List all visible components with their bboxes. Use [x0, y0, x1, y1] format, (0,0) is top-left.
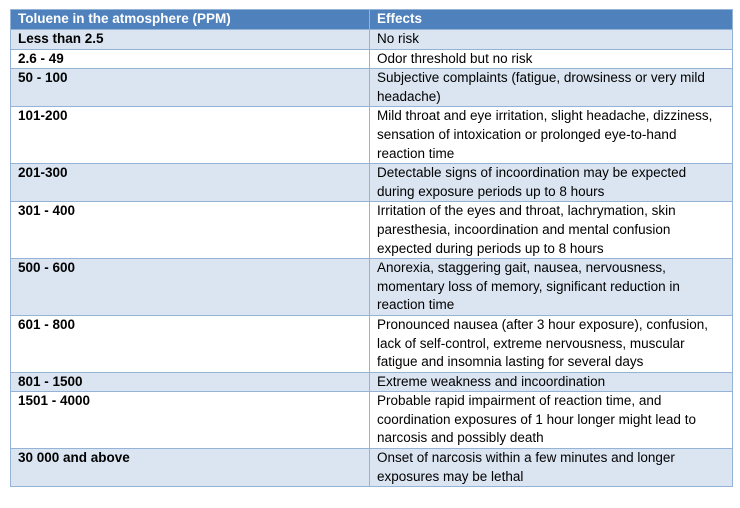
ppm-cell: Less than 2.5 — [10, 29, 370, 50]
effect-cell: Subjective complaints (fatigue, drowsine… — [369, 68, 733, 108]
toluene-effects-table: Toluene in the atmosphere (PPM) Effects … — [10, 9, 733, 488]
ppm-cell: 50 - 100 — [10, 68, 370, 108]
table-row: 301 - 400 Irritation of the eyes and thr… — [10, 201, 733, 260]
effect-cell: Mild throat and eye irritation, slight h… — [369, 106, 733, 165]
table-row: 30 000 and above Onset of narcosis withi… — [10, 448, 733, 488]
effect-cell: Extreme weakness and incoordination — [369, 371, 733, 393]
table-row: 2.6 - 49 Odor threshold but no risk — [10, 48, 733, 70]
effect-cell: Onset of narcosis within a few minutes a… — [369, 448, 733, 488]
effect-cell: Anorexia, staggering gait, nausea, nervo… — [369, 258, 733, 316]
effect-cell: Irritation of the eyes and throat, lachr… — [369, 201, 733, 260]
header-effects: Effects — [369, 9, 733, 30]
effect-cell: Odor threshold but no risk — [369, 48, 733, 70]
table-row: 601 - 800 Pronounced nausea (after 3 hou… — [10, 314, 733, 373]
ppm-cell: 101-200 — [10, 106, 370, 165]
header-ppm: Toluene in the atmosphere (PPM) — [10, 9, 370, 30]
table-row: 101-200 Mild throat and eye irritation, … — [10, 106, 733, 165]
effect-cell: No risk — [369, 29, 733, 50]
toluene-effects-table-container: Toluene in the atmosphere (PPM) Effects … — [10, 9, 733, 488]
effect-cell: Pronounced nausea (after 3 hour exposure… — [369, 314, 733, 373]
effect-cell: Probable rapid impairment of reaction ti… — [369, 391, 733, 450]
ppm-cell: 801 - 1500 — [10, 371, 370, 393]
table-row: 50 - 100 Subjective complaints (fatigue,… — [10, 68, 733, 108]
table-header-row: Toluene in the atmosphere (PPM) Effects — [10, 9, 733, 30]
effect-cell: Detectable signs of incoordination may b… — [369, 163, 733, 203]
ppm-cell: 1501 - 4000 — [10, 391, 370, 450]
table-row: 801 - 1500 Extreme weakness and incoordi… — [10, 371, 733, 393]
ppm-cell: 301 - 400 — [10, 201, 370, 260]
ppm-cell: 30 000 and above — [10, 448, 370, 488]
ppm-cell: 201-300 — [10, 163, 370, 203]
ppm-cell: 500 - 600 — [10, 258, 370, 316]
table-row: Less than 2.5 No risk — [10, 29, 733, 50]
ppm-cell: 2.6 - 49 — [10, 48, 370, 70]
table-row: 201-300 Detectable signs of incoordinati… — [10, 163, 733, 203]
table-row: 1501 - 4000 Probable rapid impairment of… — [10, 391, 733, 450]
table-row: 500 - 600 Anorexia, staggering gait, nau… — [10, 258, 733, 316]
ppm-cell: 601 - 800 — [10, 314, 370, 373]
